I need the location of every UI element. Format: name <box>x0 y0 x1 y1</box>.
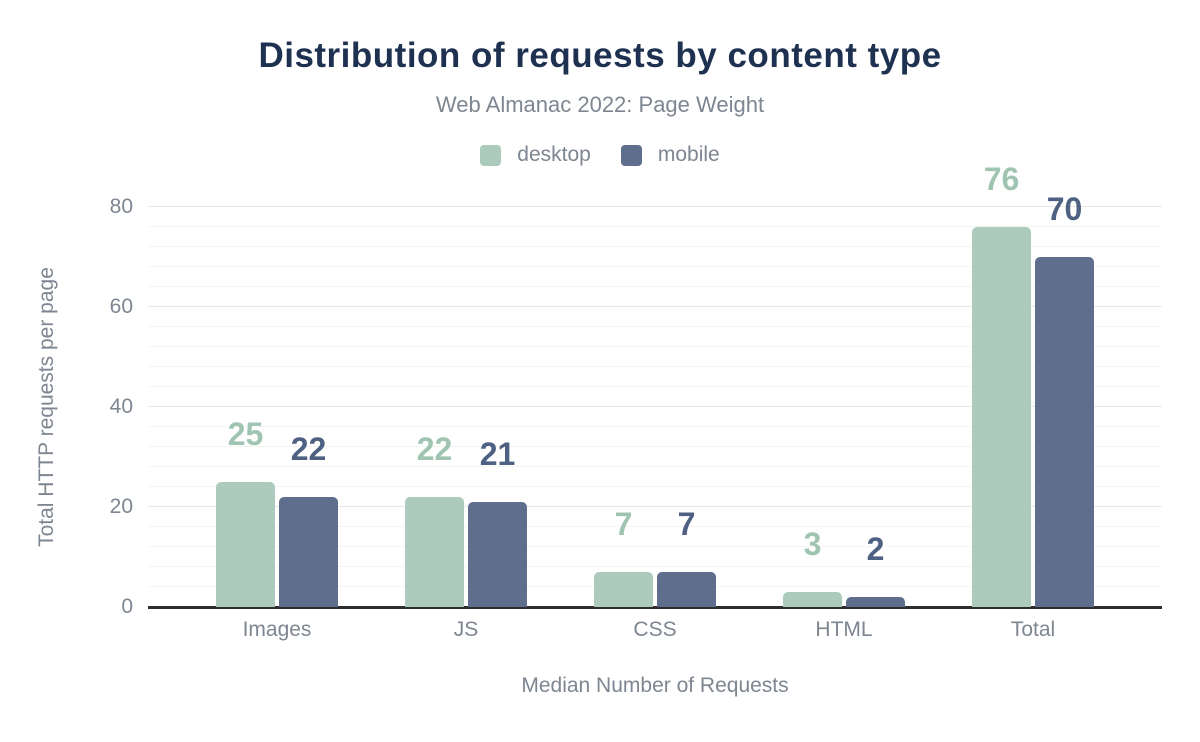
value-label-desktop-css: 7 <box>614 506 633 542</box>
gridline-minor <box>148 426 1162 427</box>
gridline-major <box>148 306 1162 307</box>
bar-mobile-js[interactable] <box>468 502 527 607</box>
value-label-mobile-js: 21 <box>479 436 516 472</box>
gridline-minor <box>148 546 1162 547</box>
gridline-minor <box>148 366 1162 367</box>
value-label-mobile-images: 22 <box>290 431 327 467</box>
gridline-minor <box>148 566 1162 567</box>
gridline-minor <box>148 326 1162 327</box>
plot-area: 0 20 40 60 80 25 22 Images 22 21 JS 7 7 CSS 3 2 HTML 76 70… <box>110 163 1162 641</box>
x-axis-line <box>148 606 1162 609</box>
gridline-minor <box>148 586 1162 587</box>
x-tick-label-js: JS <box>453 618 479 641</box>
bar-desktop-total[interactable] <box>972 227 1031 607</box>
x-tick-label-images: Images <box>242 618 312 641</box>
y-tick-label: 80 <box>109 195 133 218</box>
legend-item-mobile: mobile <box>620 143 720 167</box>
value-label-mobile-html: 2 <box>866 531 885 567</box>
gridline-minor <box>148 246 1162 247</box>
y-tick-label: 40 <box>109 395 133 418</box>
bar-mobile-total[interactable] <box>1035 257 1094 607</box>
gridline-major <box>148 206 1162 207</box>
gridline-minor <box>148 486 1162 487</box>
bar-mobile-css[interactable] <box>657 572 716 607</box>
legend: desktop mobile <box>0 143 1200 167</box>
bar-mobile-html[interactable] <box>846 597 905 607</box>
chart-title: Distribution of requests by content type <box>258 36 942 75</box>
gridline-minor <box>148 266 1162 267</box>
value-label-desktop-js: 22 <box>416 431 453 467</box>
legend-label-mobile: mobile <box>657 143 720 166</box>
x-tick-label-css: CSS <box>633 618 677 641</box>
y-tick-label: 0 <box>121 595 133 618</box>
legend-swatch-mobile <box>620 144 642 166</box>
bar-desktop-html[interactable] <box>783 592 842 607</box>
gridline-minor <box>148 466 1162 467</box>
gridline-minor <box>148 526 1162 527</box>
gridline-minor <box>148 286 1162 287</box>
x-tick-label-total: Total <box>1010 618 1056 641</box>
legend-swatch-desktop <box>480 144 502 166</box>
gridline-major <box>148 406 1162 407</box>
gridline-minor <box>148 346 1162 347</box>
bar-desktop-js[interactable] <box>405 497 464 607</box>
gridline-minor <box>148 226 1162 227</box>
y-tick-label: 60 <box>109 295 133 318</box>
gridline-major <box>148 506 1162 507</box>
x-axis-title: Median Number of Requests <box>521 674 789 697</box>
x-tick-label-html: HTML <box>815 618 873 641</box>
gridline-minor <box>148 386 1162 387</box>
value-label-desktop-images: 25 <box>227 416 264 452</box>
value-label-mobile-css: 7 <box>677 506 696 542</box>
bar-desktop-images[interactable] <box>216 482 275 607</box>
chart-subtitle: Web Almanac 2022: Page Weight <box>435 92 765 117</box>
bar-mobile-images[interactable] <box>279 497 338 607</box>
value-label-desktop-html: 3 <box>803 526 822 562</box>
y-tick-label: 20 <box>109 495 133 518</box>
bar-desktop-css[interactable] <box>594 572 653 607</box>
gridline-minor <box>148 446 1162 447</box>
legend-label-desktop: desktop <box>517 143 591 166</box>
value-label-desktop-total: 76 <box>983 161 1020 197</box>
value-label-mobile-total: 70 <box>1046 191 1083 227</box>
legend-item-desktop: desktop <box>480 143 591 167</box>
